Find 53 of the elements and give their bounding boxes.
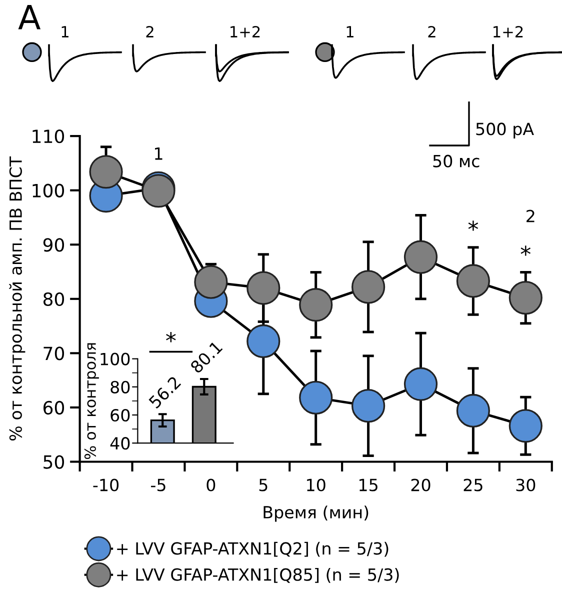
annotation: * bbox=[468, 220, 478, 231]
y-tick-label: 100 bbox=[32, 184, 64, 198]
x-tick-label: 0 bbox=[206, 478, 216, 492]
annotation: * bbox=[520, 246, 531, 256]
point bbox=[456, 264, 490, 298]
text: 1 bbox=[62, 26, 68, 38]
text: 1+2 bbox=[494, 26, 523, 38]
legend-label: + LVV GFAP-ATXN1[Q2] (n = 5/3) bbox=[117, 542, 388, 557]
point bbox=[404, 240, 438, 274]
x-tick-label: 10 bbox=[307, 478, 326, 492]
x-tick-label: -5 bbox=[150, 478, 166, 492]
annotation: 2 bbox=[526, 210, 534, 222]
x-tick-label: -10 bbox=[93, 478, 119, 492]
y-axis-title: % от контроля bbox=[84, 343, 99, 460]
text: 1+2 bbox=[230, 26, 260, 38]
point bbox=[89, 155, 123, 189]
text: 1 bbox=[346, 26, 354, 38]
legend-label: + LVV GFAP-ATXN1[Q85] (n = 5/3) bbox=[117, 568, 399, 583]
y-tick-label: 70 bbox=[44, 346, 64, 360]
point bbox=[508, 409, 542, 443]
point bbox=[299, 288, 333, 322]
x-axis-title: Время (мин) bbox=[264, 506, 368, 522]
y-axis-title: % от контрольной амп. ПВ ВПСТ bbox=[9, 156, 26, 440]
y-tick-label: 40 bbox=[110, 437, 130, 450]
y-tick-label: 80 bbox=[43, 292, 64, 306]
annotation: * bbox=[166, 332, 176, 342]
point bbox=[194, 265, 228, 299]
point bbox=[246, 324, 280, 358]
text: 2 bbox=[428, 26, 436, 38]
point bbox=[299, 380, 333, 414]
point bbox=[508, 281, 542, 315]
x-tick-label: 25 bbox=[464, 478, 482, 492]
x-tick-label: 30 bbox=[516, 478, 536, 492]
y-tick-label: 100 bbox=[100, 352, 130, 366]
point bbox=[351, 389, 386, 423]
annotation: 50 мс bbox=[433, 154, 480, 168]
y-tick-label: 60 bbox=[110, 408, 130, 422]
y-tick-label: 90 bbox=[43, 238, 64, 252]
point bbox=[351, 270, 386, 304]
y-tick-label: 110 bbox=[32, 130, 64, 144]
y-tick-label: 60 bbox=[44, 400, 64, 415]
y-tick-label: 50 bbox=[44, 455, 64, 469]
x-tick-label: 20 bbox=[411, 478, 430, 492]
text: 2 bbox=[146, 26, 154, 38]
point bbox=[456, 394, 490, 428]
point bbox=[246, 271, 280, 305]
y-tick-label: 80 bbox=[110, 380, 130, 394]
x-tick-label: 15 bbox=[360, 478, 378, 492]
annotation: 1 bbox=[155, 148, 162, 160]
annotation: 500 pA bbox=[476, 122, 534, 138]
text: A bbox=[18, 4, 41, 30]
x-tick-label: 5 bbox=[259, 478, 268, 492]
point bbox=[404, 367, 438, 401]
